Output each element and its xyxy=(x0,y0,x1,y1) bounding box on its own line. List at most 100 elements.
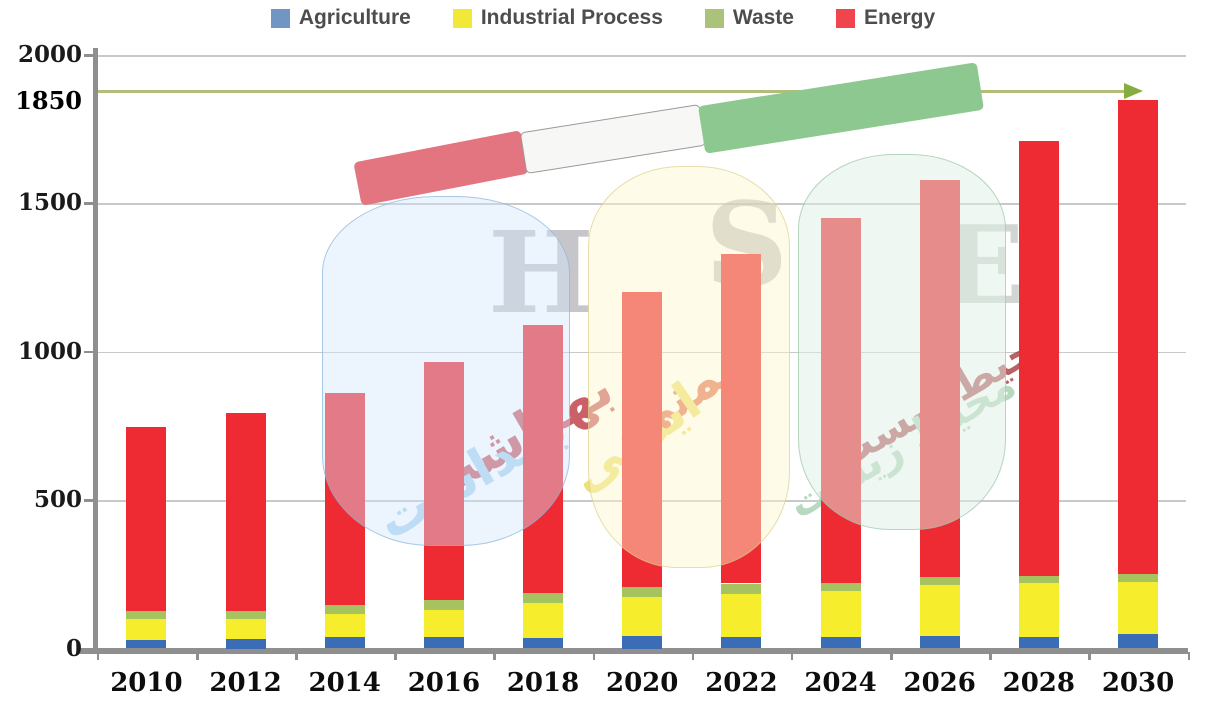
target-arrow-icon xyxy=(1124,83,1143,99)
bar-segment-2026-energy xyxy=(919,179,960,578)
y-axis-tick xyxy=(84,350,95,354)
bar-segment-2026-agriculture xyxy=(919,636,960,649)
x-tick-label: 2010 xyxy=(110,668,183,698)
bar-segment-2024-waste xyxy=(820,582,861,591)
bar-segment-2026-industrial-process xyxy=(919,585,960,637)
legend-item-energy: Energy xyxy=(835,6,936,30)
bar-segment-2020-agriculture xyxy=(622,636,663,649)
bar-segment-2024-energy xyxy=(820,218,861,583)
bar-segment-2010-agriculture xyxy=(126,639,167,649)
x-tick-label: 2012 xyxy=(209,668,282,698)
bar-segment-2010-waste xyxy=(126,611,167,620)
legend-swatch-icon xyxy=(452,8,472,28)
x-tick-label: 2020 xyxy=(606,668,679,698)
y-tick-label: 1500 xyxy=(17,189,82,217)
bar-segment-2018-agriculture xyxy=(523,638,563,649)
x-axis-tick xyxy=(493,652,496,660)
gridline xyxy=(97,55,1186,57)
bar-segment-2022-industrial-process xyxy=(721,593,762,638)
bar-segment-2020-energy xyxy=(622,292,663,587)
x-axis-tick xyxy=(1088,652,1091,660)
bar-segment-2016-agriculture xyxy=(423,636,464,649)
y-tick-label: 500 xyxy=(33,486,82,514)
bar-segment-2018-industrial-process xyxy=(523,602,563,639)
bar-segment-2018-waste xyxy=(523,592,563,603)
y-target-label: 1850 xyxy=(15,85,82,115)
x-tick-label: 2030 xyxy=(1101,668,1175,698)
bar-segment-2012-waste xyxy=(225,611,266,619)
bar-segment-2012-energy xyxy=(225,412,266,612)
bar-segment-2030-energy xyxy=(1118,99,1158,574)
bar-segment-2012-agriculture xyxy=(225,639,266,649)
bar-segment-2012-industrial-process xyxy=(225,618,266,639)
legend-item-industrial-process: Industrial Process xyxy=(452,6,663,30)
legend-swatch-icon xyxy=(270,8,290,28)
bar-segment-2022-waste xyxy=(721,583,762,594)
x-axis-tick xyxy=(890,652,893,660)
y-axis-tick xyxy=(84,54,95,57)
y-axis-tick xyxy=(84,647,95,650)
bar-segment-2028-energy xyxy=(1018,141,1059,577)
x-axis-tick xyxy=(1187,652,1191,660)
bar-segment-2014-agriculture xyxy=(324,637,365,649)
legend-label: Industrial Process xyxy=(480,6,663,29)
bar-segment-2010-industrial-process xyxy=(126,619,167,640)
x-tick-label: 2028 xyxy=(1002,668,1075,698)
bar-segment-2026-waste xyxy=(919,577,960,585)
legend-swatch-icon xyxy=(835,8,855,28)
y-axis-line xyxy=(93,48,98,653)
y-axis-tick xyxy=(84,202,95,205)
watermark-letter-h: H xyxy=(488,208,594,339)
bar-segment-2014-energy xyxy=(324,393,365,605)
chart-legend: Agriculture Industrial Process Waste Energy xyxy=(0,2,1206,34)
bar-segment-2022-agriculture xyxy=(721,637,762,649)
bar-segment-2030-industrial-process xyxy=(1118,582,1158,634)
y-tick-label: 0 xyxy=(65,634,82,662)
bar-segment-2028-agriculture xyxy=(1018,637,1059,649)
bar-segment-2020-industrial-process xyxy=(622,596,663,637)
bar-segment-2022-energy xyxy=(721,253,762,584)
bar-segment-2016-waste xyxy=(423,599,464,610)
x-axis-tick xyxy=(691,652,695,660)
x-tick-label: 2014 xyxy=(308,668,381,698)
legend-label: Waste xyxy=(732,6,794,29)
bar-segment-2020-waste xyxy=(622,586,663,597)
bar-segment-2014-industrial-process xyxy=(324,614,365,638)
x-axis-tick xyxy=(196,652,199,660)
bar-segment-2024-agriculture xyxy=(820,637,861,649)
bar-segment-2014-waste xyxy=(324,604,365,615)
bar-segment-2028-waste xyxy=(1018,576,1059,583)
bar-segment-2016-industrial-process xyxy=(423,609,464,637)
legend-swatch-icon xyxy=(704,8,724,28)
x-tick-label: 2022 xyxy=(705,668,778,698)
x-axis-tick xyxy=(394,652,397,660)
flag-ribbon-red xyxy=(353,130,529,206)
x-axis-tick xyxy=(790,652,794,660)
bar-segment-2030-agriculture xyxy=(1118,633,1158,649)
legend-item-agriculture: Agriculture xyxy=(270,6,411,30)
flag-ribbon-white xyxy=(519,104,707,174)
bar-segment-2016-energy xyxy=(423,362,464,600)
bar-segment-2010-energy xyxy=(126,427,167,612)
x-axis-tick xyxy=(295,652,298,660)
y-tick-label: 1000 xyxy=(17,337,82,365)
bar-segment-2018-energy xyxy=(523,325,563,593)
y-axis-tick xyxy=(84,499,95,502)
flag-ribbon-green xyxy=(697,62,985,154)
x-tick-label: 2018 xyxy=(506,668,580,698)
x-axis-tick xyxy=(989,652,992,660)
x-axis-tick xyxy=(96,652,100,660)
x-tick-label: 2026 xyxy=(903,668,976,698)
x-tick-label: 2024 xyxy=(804,668,877,698)
legend-item-waste: Waste xyxy=(704,6,794,30)
x-axis-line xyxy=(78,648,1188,654)
bar-segment-2030-waste xyxy=(1118,573,1158,582)
target-line-1850 xyxy=(95,90,1127,93)
bar-segment-2024-industrial-process xyxy=(820,590,861,638)
gridline xyxy=(97,203,1186,205)
bar-segment-2028-industrial-process xyxy=(1018,582,1059,638)
legend-label: Energy xyxy=(863,6,936,29)
x-axis-tick xyxy=(592,652,596,660)
